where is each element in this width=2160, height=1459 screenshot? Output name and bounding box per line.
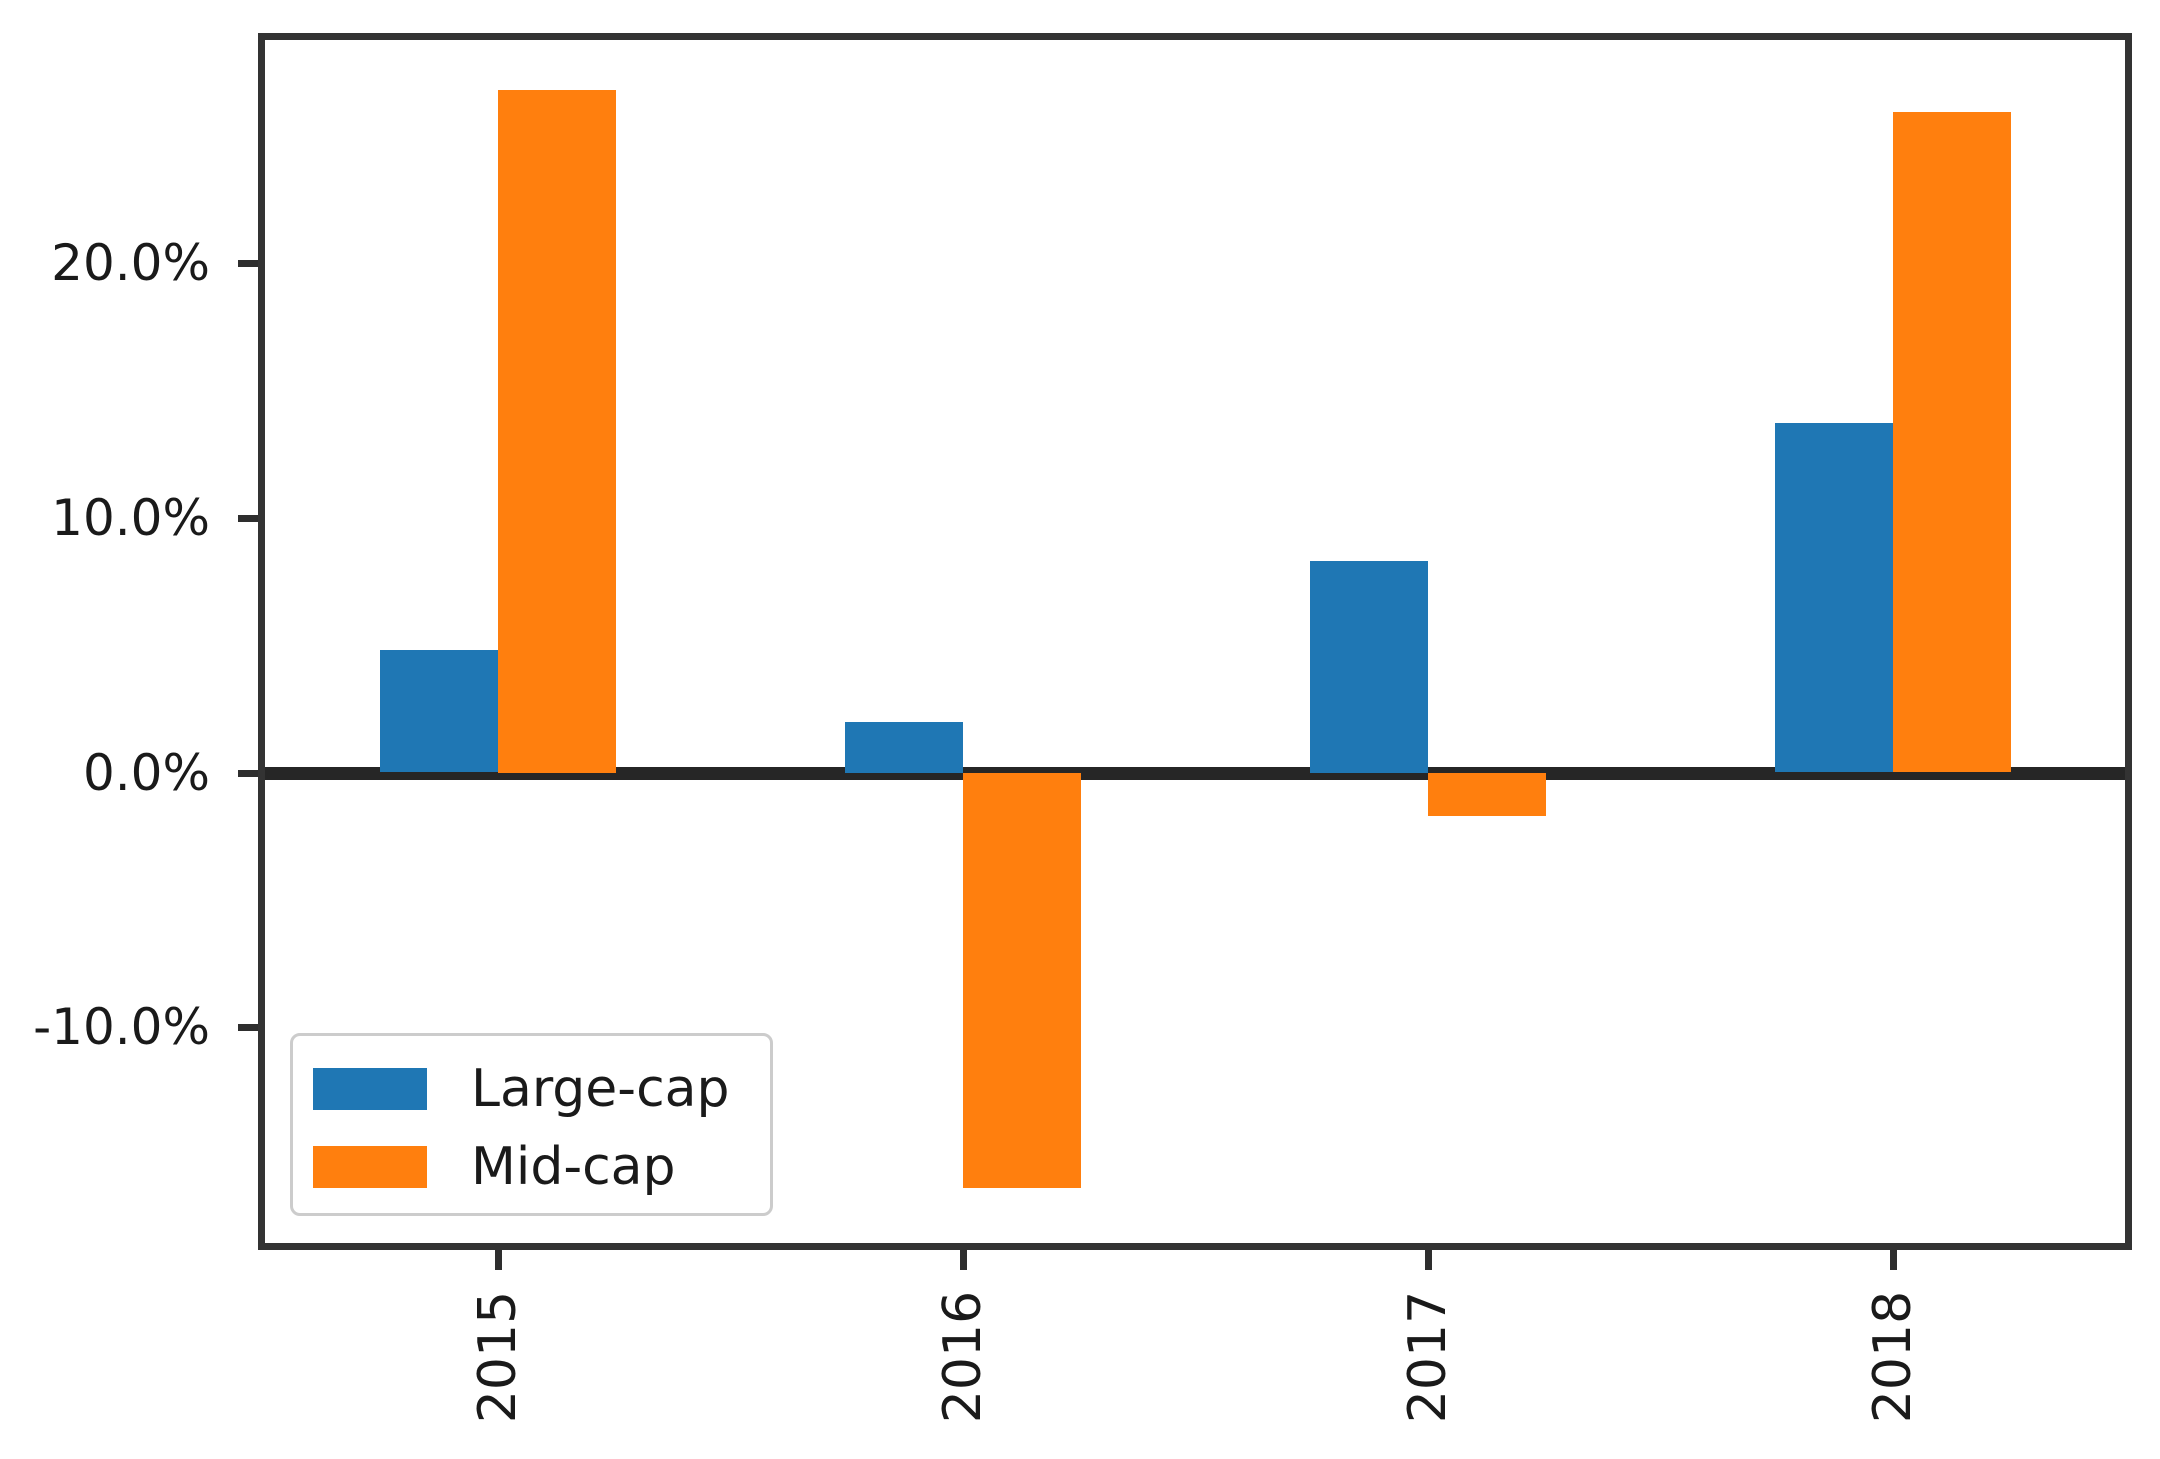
ytick-mark xyxy=(238,260,258,267)
legend-row-mid-cap: Mid-cap xyxy=(313,1128,770,1206)
bar-large-cap-2015 xyxy=(380,650,498,772)
ytick-mark xyxy=(238,770,258,777)
xtick-mark xyxy=(960,1250,967,1270)
bar-mid-cap-2017 xyxy=(1428,773,1546,816)
bar-mid-cap-2018 xyxy=(1893,112,2011,772)
ytick-label: 20.0% xyxy=(51,234,210,292)
bar-large-cap-2017 xyxy=(1310,561,1428,773)
ytick-label: 0.0% xyxy=(82,744,210,802)
xtick-label: 2018 xyxy=(1808,1272,1978,1442)
xtick-label: 2016 xyxy=(878,1272,1048,1442)
xtick-label-text: 2017 xyxy=(1398,1290,1458,1424)
bar-mid-cap-2016 xyxy=(963,773,1081,1188)
legend-swatch-large-cap xyxy=(313,1068,427,1110)
ytick-mark xyxy=(238,515,258,522)
bar-large-cap-2018 xyxy=(1775,423,1893,772)
legend: Large-cap Mid-cap xyxy=(290,1033,773,1216)
ytick-label: 10.0% xyxy=(51,489,210,547)
xtick-mark xyxy=(1425,1250,1432,1270)
xtick-label-text: 2018 xyxy=(1863,1290,1923,1424)
xtick-mark xyxy=(1890,1250,1897,1270)
legend-label: Mid-cap xyxy=(471,1137,676,1197)
legend-label: Large-cap xyxy=(471,1059,730,1119)
bar-large-cap-2016 xyxy=(845,722,963,773)
xtick-label-text: 2015 xyxy=(468,1290,528,1424)
bar-mid-cap-2015 xyxy=(498,90,616,773)
ytick-label: -10.0% xyxy=(33,998,210,1056)
legend-swatch-mid-cap xyxy=(313,1146,427,1188)
xtick-label-text: 2016 xyxy=(933,1290,993,1424)
xtick-label: 2017 xyxy=(1343,1272,1513,1442)
xtick-label: 2015 xyxy=(413,1272,583,1442)
ytick-mark xyxy=(238,1024,258,1031)
zero-line xyxy=(265,767,2125,780)
xtick-mark xyxy=(495,1250,502,1270)
legend-row-large-cap: Large-cap xyxy=(313,1050,770,1128)
